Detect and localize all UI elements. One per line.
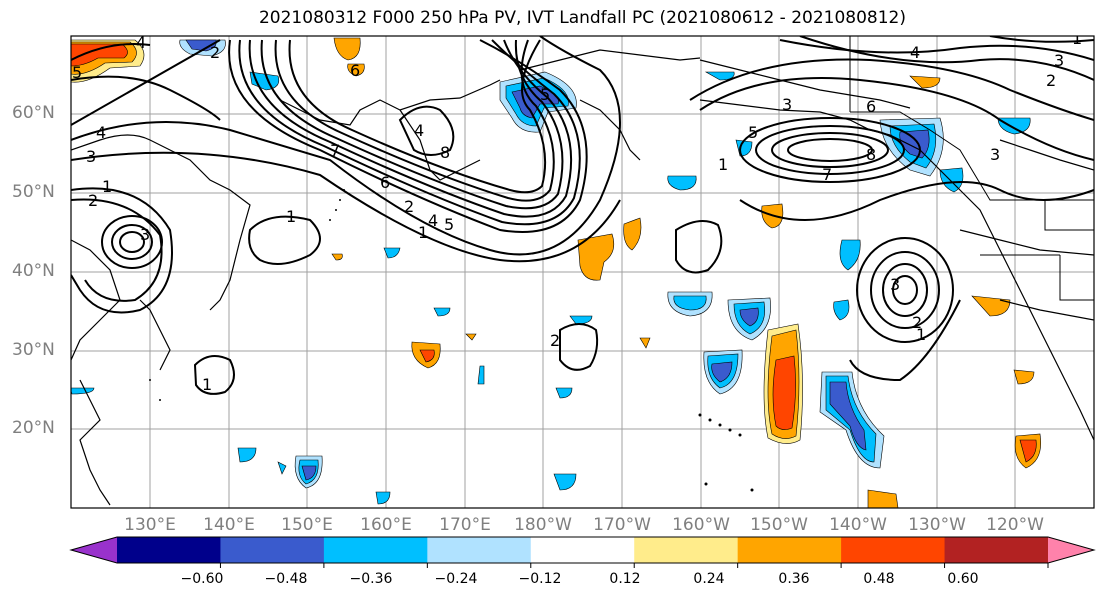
- lon-label-140e: 140°E: [203, 515, 255, 535]
- colorbar-swatch: [71, 537, 117, 563]
- colorbar-tick-label: −0.60: [180, 571, 224, 587]
- lon-label-130w: 130°W: [908, 515, 966, 535]
- contour-label: 2: [912, 313, 922, 332]
- contour-label: 3: [86, 147, 96, 166]
- contour-label: 2: [88, 191, 98, 210]
- contour-label: 2: [550, 331, 560, 350]
- colorbar-swatch: [1048, 537, 1094, 563]
- colorbar-swatch: [530, 537, 635, 563]
- colorbar-swatch: [323, 537, 428, 563]
- graticule: [71, 36, 1094, 508]
- colorbar-tick-label: −0.24: [434, 571, 478, 587]
- lon-label-130e: 130°E: [124, 515, 176, 535]
- contour-label: 7: [822, 165, 832, 184]
- colorbar-tick-label: 0.12: [609, 571, 641, 587]
- colorbar-tick-label: −0.36: [349, 571, 393, 587]
- contour-label: 5: [72, 63, 82, 82]
- islands: [149, 189, 754, 492]
- lat-label-30n: 30°N: [12, 340, 55, 360]
- colorbar-tick-label: 0.60: [947, 571, 979, 587]
- lon-label-140w: 140°W: [829, 515, 887, 535]
- contour-label: 6: [866, 97, 876, 116]
- map-frame: [70, 35, 1095, 509]
- coastlines: [71, 49, 1094, 506]
- contour-label: 5: [540, 85, 550, 104]
- lat-label-40n: 40°N: [12, 261, 55, 281]
- contour-label: 3: [1054, 51, 1064, 70]
- lat-label-60n: 60°N: [12, 103, 55, 123]
- contour-label: 4: [136, 33, 146, 52]
- contour-label: 8: [866, 145, 876, 164]
- colorbar-outline: [69, 536, 1096, 564]
- contour-label: 6: [380, 173, 390, 192]
- colorbar-tick-label: −0.48: [264, 571, 308, 587]
- contour-label: 5: [748, 123, 758, 142]
- boundaries: [849, 36, 1094, 301]
- contour-label: 4: [96, 123, 106, 142]
- contour-label: 3: [990, 145, 1000, 164]
- colorbar-swatch: [634, 537, 739, 563]
- contour-label: 3: [890, 275, 900, 294]
- contour-label: 3: [782, 95, 792, 114]
- lon-label-170w: 170°W: [593, 515, 651, 535]
- lat-label-50n: 50°N: [12, 182, 55, 202]
- contour-label-group: 4 5 4 3 1 2 3 2 1 6 4 8 5 7 6 2 4 5 1 8 …: [72, 29, 1082, 394]
- map-title: 2021080312 F000 250 hPa PV, IVT Landfall…: [258, 8, 906, 28]
- colorbar-swatch: [944, 537, 1049, 563]
- contour-label: 4: [910, 43, 920, 62]
- lat-label-20n: 20°N: [12, 418, 55, 438]
- contour-label: 1: [286, 207, 296, 226]
- contour-label: 1: [718, 155, 728, 174]
- colorbar-swatch: [427, 537, 532, 563]
- colorbar-swatch: [737, 537, 842, 563]
- colorbar-tick-label: 0.48: [863, 571, 895, 587]
- contour-label: 4: [428, 211, 438, 230]
- contour-label: 5: [444, 215, 454, 234]
- contour-label: 4: [414, 121, 424, 140]
- contour-label: 8: [440, 143, 450, 162]
- contour-label: 6: [350, 61, 360, 80]
- lon-label-160w: 160°W: [672, 515, 730, 535]
- colorbar-tick-label: 0.36: [778, 571, 810, 587]
- contour-label: 7: [330, 141, 340, 160]
- colorbar-tick-label: 0.24: [693, 571, 725, 587]
- contour-label: 2: [1046, 71, 1056, 90]
- lon-label-120w: 120°W: [986, 515, 1044, 535]
- colorbar-swatch: [841, 537, 946, 563]
- contour-label: 2: [404, 197, 414, 216]
- colorbar-swatch: [117, 537, 221, 563]
- contour-label: 1: [418, 223, 428, 242]
- contour-label: 1: [202, 375, 212, 394]
- contour-label: 1: [1072, 29, 1082, 48]
- colorbar: [69, 536, 1096, 568]
- ivt-contours: [71, 36, 1094, 395]
- lon-label-180w: 180°W: [514, 515, 572, 535]
- contour-label: 3: [140, 225, 150, 244]
- lon-label-150w: 150°W: [750, 515, 808, 535]
- lon-label-160e: 160°E: [360, 515, 412, 535]
- contour-label: 1: [916, 325, 926, 344]
- lon-label-170e: 170°E: [439, 515, 491, 535]
- lon-label-150e: 150°E: [281, 515, 333, 535]
- colorbar-swatch: [220, 537, 325, 563]
- contour-label: 2: [210, 43, 220, 62]
- colorbar-tick-label: −0.12: [518, 571, 562, 587]
- contour-label: 1: [102, 177, 112, 196]
